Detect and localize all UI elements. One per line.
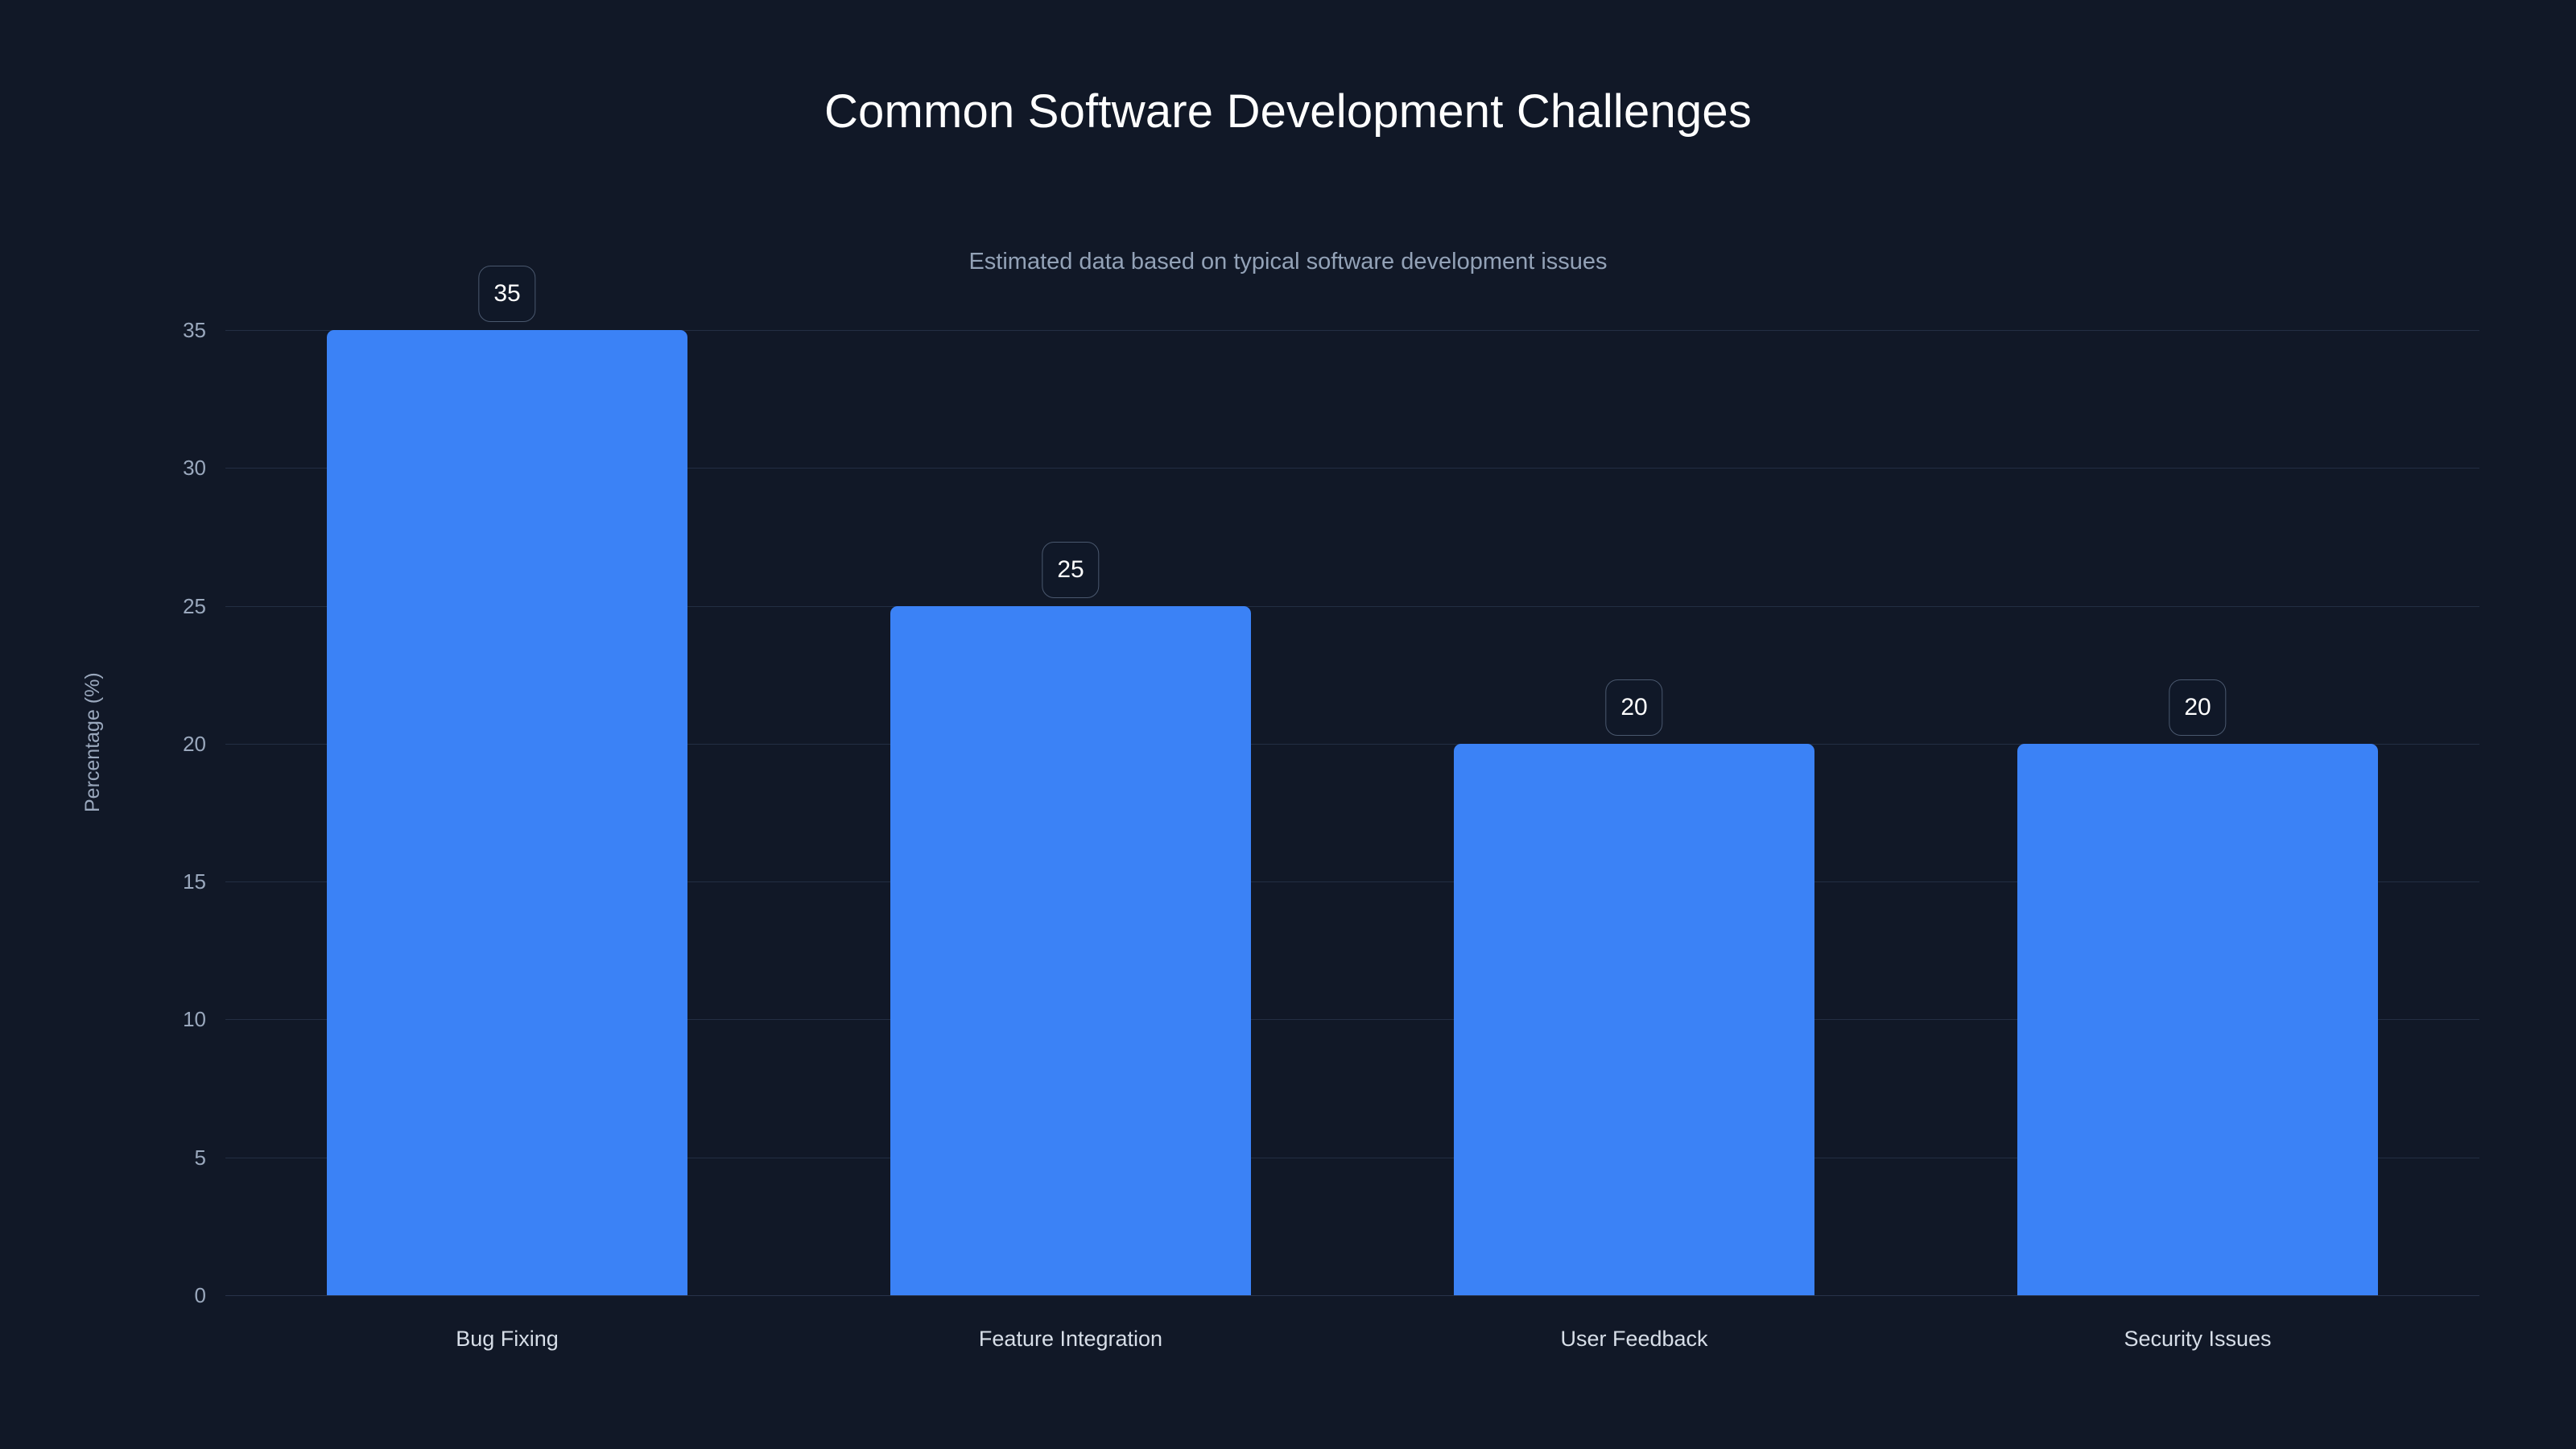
y-axis-tick-label: 5	[194, 1145, 206, 1170]
value-badge-1: 35	[478, 266, 536, 322]
y-axis-title: Percentage (%)	[81, 672, 104, 812]
value-badge-3: 20	[1605, 679, 1663, 736]
bar-4[interactable]	[2017, 743, 2378, 1295]
page-title: Common Software Development Challenges	[824, 85, 1752, 138]
gridline	[225, 468, 2479, 469]
x-axis-label-1: Bug Fixing	[456, 1327, 559, 1351]
gridline	[225, 330, 2479, 331]
gridline	[225, 743, 2479, 745]
y-axis-tick-label: 20	[183, 731, 206, 756]
bar-2[interactable]	[890, 605, 1251, 1295]
y-axis-tick-label: 0	[194, 1283, 206, 1307]
chart-subtitle: Estimated data based on typical software…	[968, 249, 1608, 275]
y-axis-tick-label: 15	[183, 869, 206, 894]
y-axis-tick-label: 25	[183, 593, 206, 618]
gridline	[225, 605, 2479, 607]
gridline	[225, 881, 2479, 883]
x-axis-label-2: Feature Integration	[978, 1327, 1163, 1351]
x-axis-label-4: Security Issues	[2124, 1327, 2272, 1351]
gridline	[225, 1019, 2479, 1021]
y-axis-tick-label: 35	[183, 318, 206, 342]
plot-area	[225, 330, 2479, 1296]
value-badge-2: 25	[1042, 541, 1100, 598]
x-axis-label-3: User Feedback	[1560, 1327, 1708, 1351]
y-axis-tick-label: 30	[183, 456, 206, 481]
bar-3[interactable]	[1454, 743, 1814, 1295]
value-badge-4: 20	[2169, 679, 2227, 736]
y-axis-tick-label: 10	[183, 1007, 206, 1032]
gridline	[225, 1295, 2479, 1296]
bar-1[interactable]	[327, 330, 687, 1295]
